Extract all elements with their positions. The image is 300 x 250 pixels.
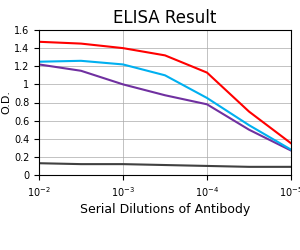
- Antigen= 50ng: [247, 124, 251, 127]
- Line: Antigen= 100ng: Antigen= 100ng: [39, 42, 291, 143]
- Control Antigen = 100ng: [247, 165, 251, 168]
- Antigen= 50ng: [79, 59, 83, 62]
- Antigen= 10ng: [79, 69, 83, 72]
- Antigen= 50ng: [205, 96, 209, 100]
- X-axis label: Serial Dilutions of Antibody: Serial Dilutions of Antibody: [80, 203, 250, 216]
- Antigen= 100ng: [79, 42, 83, 45]
- Antigen= 100ng: [37, 40, 41, 43]
- Control Antigen = 100ng: [37, 162, 41, 165]
- Antigen= 10ng: [37, 63, 41, 66]
- Antigen= 50ng: [289, 148, 293, 151]
- Control Antigen = 100ng: [205, 164, 209, 168]
- Antigen= 50ng: [37, 60, 41, 63]
- Line: Antigen= 10ng: Antigen= 10ng: [39, 64, 291, 150]
- Antigen= 10ng: [289, 149, 293, 152]
- Title: ELISA Result: ELISA Result: [113, 9, 217, 27]
- Antigen= 100ng: [163, 54, 167, 57]
- Antigen= 100ng: [289, 142, 293, 145]
- Antigen= 10ng: [163, 94, 167, 97]
- Antigen= 50ng: [163, 74, 167, 77]
- Control Antigen = 100ng: [163, 164, 167, 166]
- Antigen= 10ng: [205, 103, 209, 106]
- Control Antigen = 100ng: [121, 163, 125, 166]
- Control Antigen = 100ng: [289, 165, 293, 168]
- Y-axis label: O.D.: O.D.: [1, 90, 11, 114]
- Control Antigen = 100ng: [79, 163, 83, 166]
- Line: Antigen= 50ng: Antigen= 50ng: [39, 61, 291, 150]
- Antigen= 100ng: [247, 110, 251, 113]
- Antigen= 100ng: [205, 71, 209, 74]
- Antigen= 10ng: [247, 128, 251, 131]
- Antigen= 10ng: [121, 83, 125, 86]
- Antigen= 50ng: [121, 63, 125, 66]
- Line: Control Antigen = 100ng: Control Antigen = 100ng: [39, 163, 291, 167]
- Antigen= 100ng: [121, 47, 125, 50]
